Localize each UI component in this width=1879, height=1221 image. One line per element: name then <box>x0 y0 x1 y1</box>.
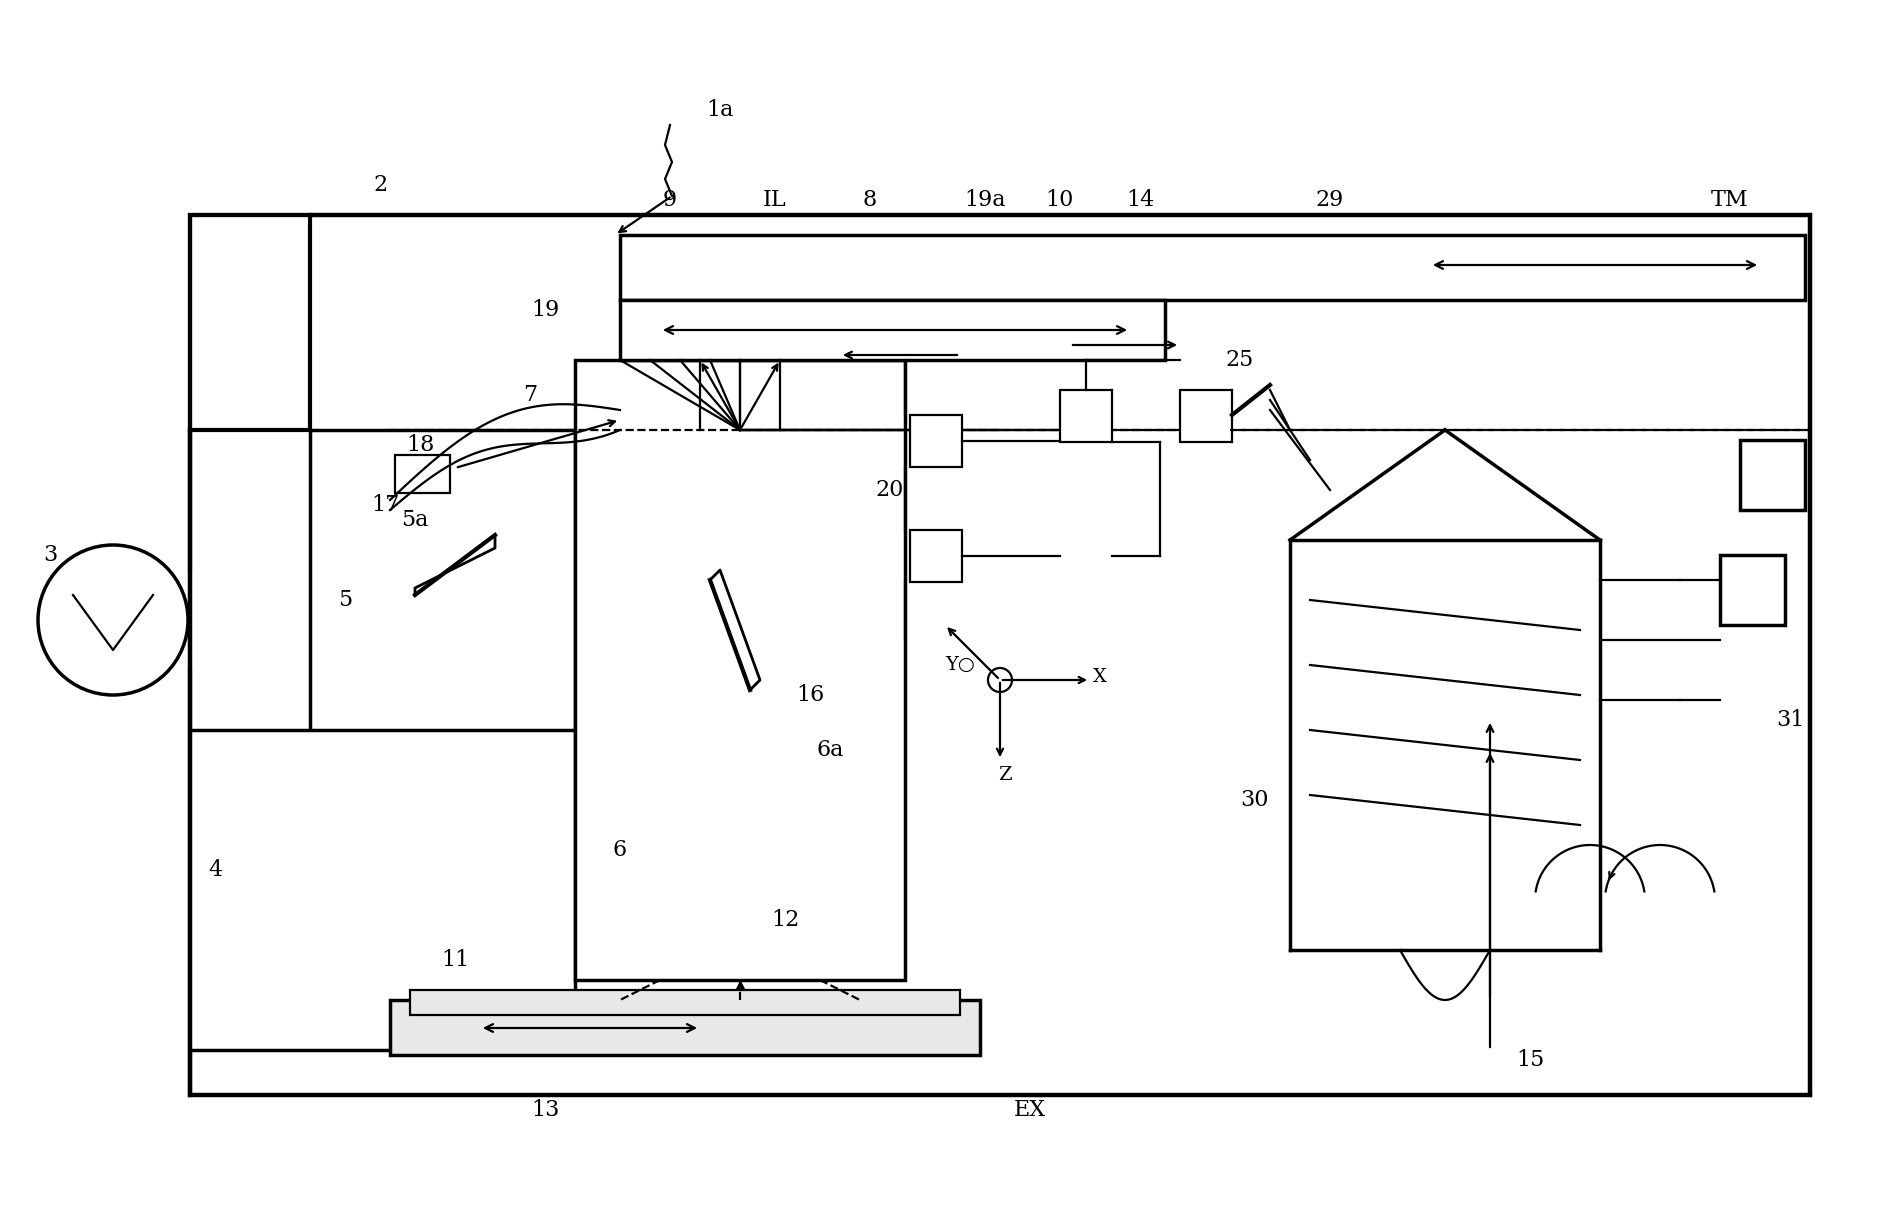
Bar <box>1719 556 1785 625</box>
Text: 17: 17 <box>370 495 398 516</box>
Text: 11: 11 <box>442 949 470 971</box>
Text: 5a: 5a <box>402 509 428 531</box>
Bar <box>909 530 962 582</box>
Text: 6: 6 <box>613 839 628 861</box>
Text: 13: 13 <box>530 1099 560 1121</box>
Text: 12: 12 <box>770 908 799 930</box>
Bar <box>391 1000 981 1055</box>
Text: 19a: 19a <box>964 189 1005 211</box>
Text: TM: TM <box>1712 189 1749 211</box>
Bar <box>1060 389 1112 442</box>
Text: 31: 31 <box>1776 709 1804 731</box>
Text: 7: 7 <box>522 383 537 407</box>
Text: 30: 30 <box>1240 789 1268 811</box>
Text: 5: 5 <box>338 589 351 610</box>
Bar <box>310 430 575 740</box>
Bar <box>909 415 962 466</box>
Text: 19: 19 <box>532 299 560 321</box>
Text: 6a: 6a <box>815 739 844 761</box>
Bar <box>620 234 1806 300</box>
Text: 1a: 1a <box>707 99 733 121</box>
Text: 25: 25 <box>1225 349 1253 371</box>
Text: X: X <box>1094 668 1107 686</box>
Text: IL: IL <box>763 189 787 211</box>
Bar <box>190 215 1809 1095</box>
Bar <box>620 300 1165 360</box>
Text: Z: Z <box>998 766 1011 784</box>
Bar <box>1740 440 1806 510</box>
Bar <box>395 455 449 493</box>
Text: 3: 3 <box>43 545 56 567</box>
Text: EX: EX <box>1015 1099 1047 1121</box>
Text: 29: 29 <box>1315 189 1343 211</box>
Bar <box>575 360 906 980</box>
Bar <box>1180 389 1233 442</box>
Text: 10: 10 <box>1047 189 1075 211</box>
Bar <box>190 215 1809 1095</box>
Bar <box>190 730 575 1050</box>
Text: 8: 8 <box>862 189 877 211</box>
Text: Y○: Y○ <box>945 656 975 674</box>
Text: 9: 9 <box>663 189 676 211</box>
Text: 2: 2 <box>372 175 387 197</box>
Text: 14: 14 <box>1126 189 1154 211</box>
Text: 20: 20 <box>876 479 904 501</box>
Text: 18: 18 <box>406 433 434 455</box>
Bar <box>410 990 960 1015</box>
Text: 16: 16 <box>797 684 825 706</box>
Text: 15: 15 <box>1516 1049 1545 1071</box>
Text: 4: 4 <box>209 860 222 882</box>
